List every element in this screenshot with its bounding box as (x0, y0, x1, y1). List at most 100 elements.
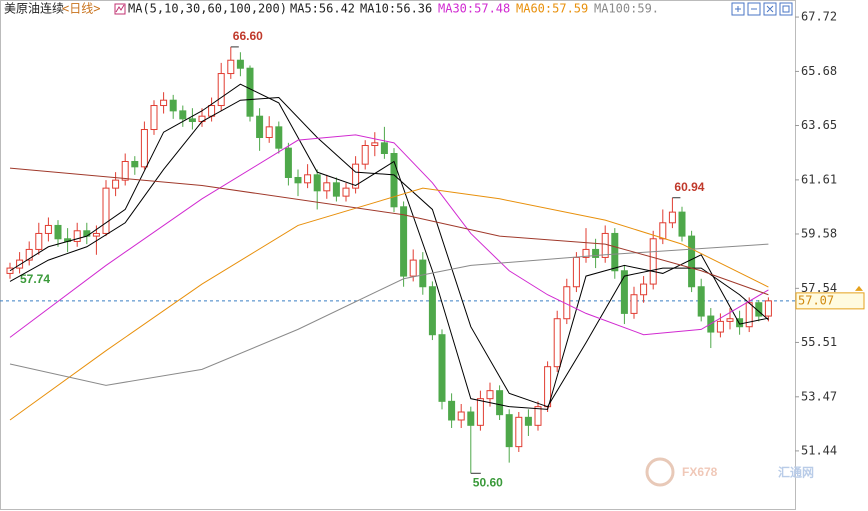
candle-body (112, 179, 120, 189)
y-tick-label: 59.58 (801, 226, 837, 240)
y-tick-label: 65.68 (801, 64, 837, 78)
annotation: 66.60 (233, 29, 263, 43)
candle-body (169, 99, 177, 112)
candle-body (121, 160, 129, 181)
ma-line (9, 187, 769, 421)
candle-body (486, 390, 494, 400)
candle-body (265, 126, 273, 139)
legend-entry: MA10:56.36 (360, 2, 432, 16)
candle-body (496, 390, 504, 416)
candle-body (553, 318, 561, 368)
y-tick-label: 53.47 (801, 389, 837, 403)
annotation: 60.94 (674, 180, 704, 194)
candle-body (649, 238, 657, 285)
candle-body (6, 267, 14, 274)
tool-button[interactable] (747, 2, 761, 16)
candle-body (150, 105, 158, 131)
watermark: FX678 (682, 465, 718, 479)
y-tick-label: 61.61 (801, 172, 837, 186)
toolbar[interactable] (731, 2, 793, 16)
candle-body (44, 224, 52, 234)
candle-body (352, 163, 360, 189)
candle-body (505, 414, 513, 448)
candle-body (102, 187, 110, 234)
candle-body (236, 59, 244, 69)
legend-entry: MA60:57.59 (516, 2, 588, 16)
candle-body (630, 294, 638, 314)
candle-body (160, 99, 168, 107)
candle-body (256, 115, 264, 139)
tool-button[interactable] (763, 2, 777, 16)
candle-body (16, 259, 24, 269)
candle-body (611, 232, 619, 272)
ma-line (9, 97, 769, 408)
annotation: 50.60 (473, 475, 503, 489)
ma-line (9, 243, 769, 386)
candle-body (92, 232, 100, 237)
watermark-logo (645, 457, 675, 487)
candle-body (227, 59, 235, 75)
candle-body (688, 235, 696, 288)
candle-body (217, 73, 225, 107)
y-tick-label: 63.65 (801, 118, 837, 132)
candle-body (313, 174, 321, 192)
candle-body (409, 259, 417, 277)
candle-body (438, 334, 446, 402)
title: 美原油连续 (4, 1, 64, 16)
candle-body (678, 211, 686, 237)
candle-body (476, 398, 484, 426)
candle-body (140, 129, 148, 168)
ma-line (9, 134, 769, 338)
candle-body (620, 270, 628, 314)
candle-body (515, 416, 523, 448)
candle-body (131, 160, 139, 168)
candle-body (582, 248, 590, 258)
candle-body (73, 230, 81, 242)
candle-body (668, 211, 676, 224)
watermark: 汇通网 (778, 465, 814, 480)
candle-body (419, 259, 427, 288)
candle-body (332, 182, 340, 197)
candle-body (83, 230, 91, 237)
candle-body (54, 224, 62, 240)
candle-body (342, 187, 350, 197)
tool-icon (735, 5, 790, 13)
tool-button[interactable] (779, 2, 793, 16)
ma-icon (114, 3, 126, 15)
y-tick-label: 67.72 (801, 10, 837, 24)
ma-label: MA(5,10,30,60,100,200) (128, 2, 287, 16)
candle-body (457, 411, 465, 421)
current-price: 57.07 (798, 293, 834, 307)
period: <日线> (62, 2, 100, 16)
candle-body (323, 182, 331, 192)
y-tick-label: 51.44 (801, 443, 837, 457)
ma-line (9, 167, 769, 296)
candle-body (534, 406, 542, 426)
left-label: 57.74 (20, 272, 50, 286)
price-arrow (855, 285, 863, 291)
tool-button[interactable] (731, 2, 745, 16)
legend-entry: MA100:59. (594, 2, 659, 16)
candle-body (188, 118, 196, 123)
candle-body (572, 256, 580, 288)
y-tick-label: 57.54 (801, 281, 837, 295)
candle-body (640, 283, 648, 296)
legend-entry: MA5:56.42 (290, 2, 355, 16)
candle-body (275, 126, 283, 149)
y-tick-label: 55.51 (801, 335, 837, 349)
candle-body (304, 174, 312, 184)
candle-body (390, 152, 398, 208)
candle-body (246, 67, 254, 117)
candle-body (284, 147, 292, 178)
candle-body (726, 318, 734, 322)
candle-body (428, 286, 436, 336)
candle-body (592, 248, 600, 258)
candle-body (764, 300, 772, 317)
candle-body (697, 286, 705, 317)
candle-body (467, 411, 475, 426)
candle-body (179, 110, 187, 120)
candle-body (601, 232, 609, 258)
candle-body (361, 145, 369, 165)
candle-body (448, 400, 456, 421)
